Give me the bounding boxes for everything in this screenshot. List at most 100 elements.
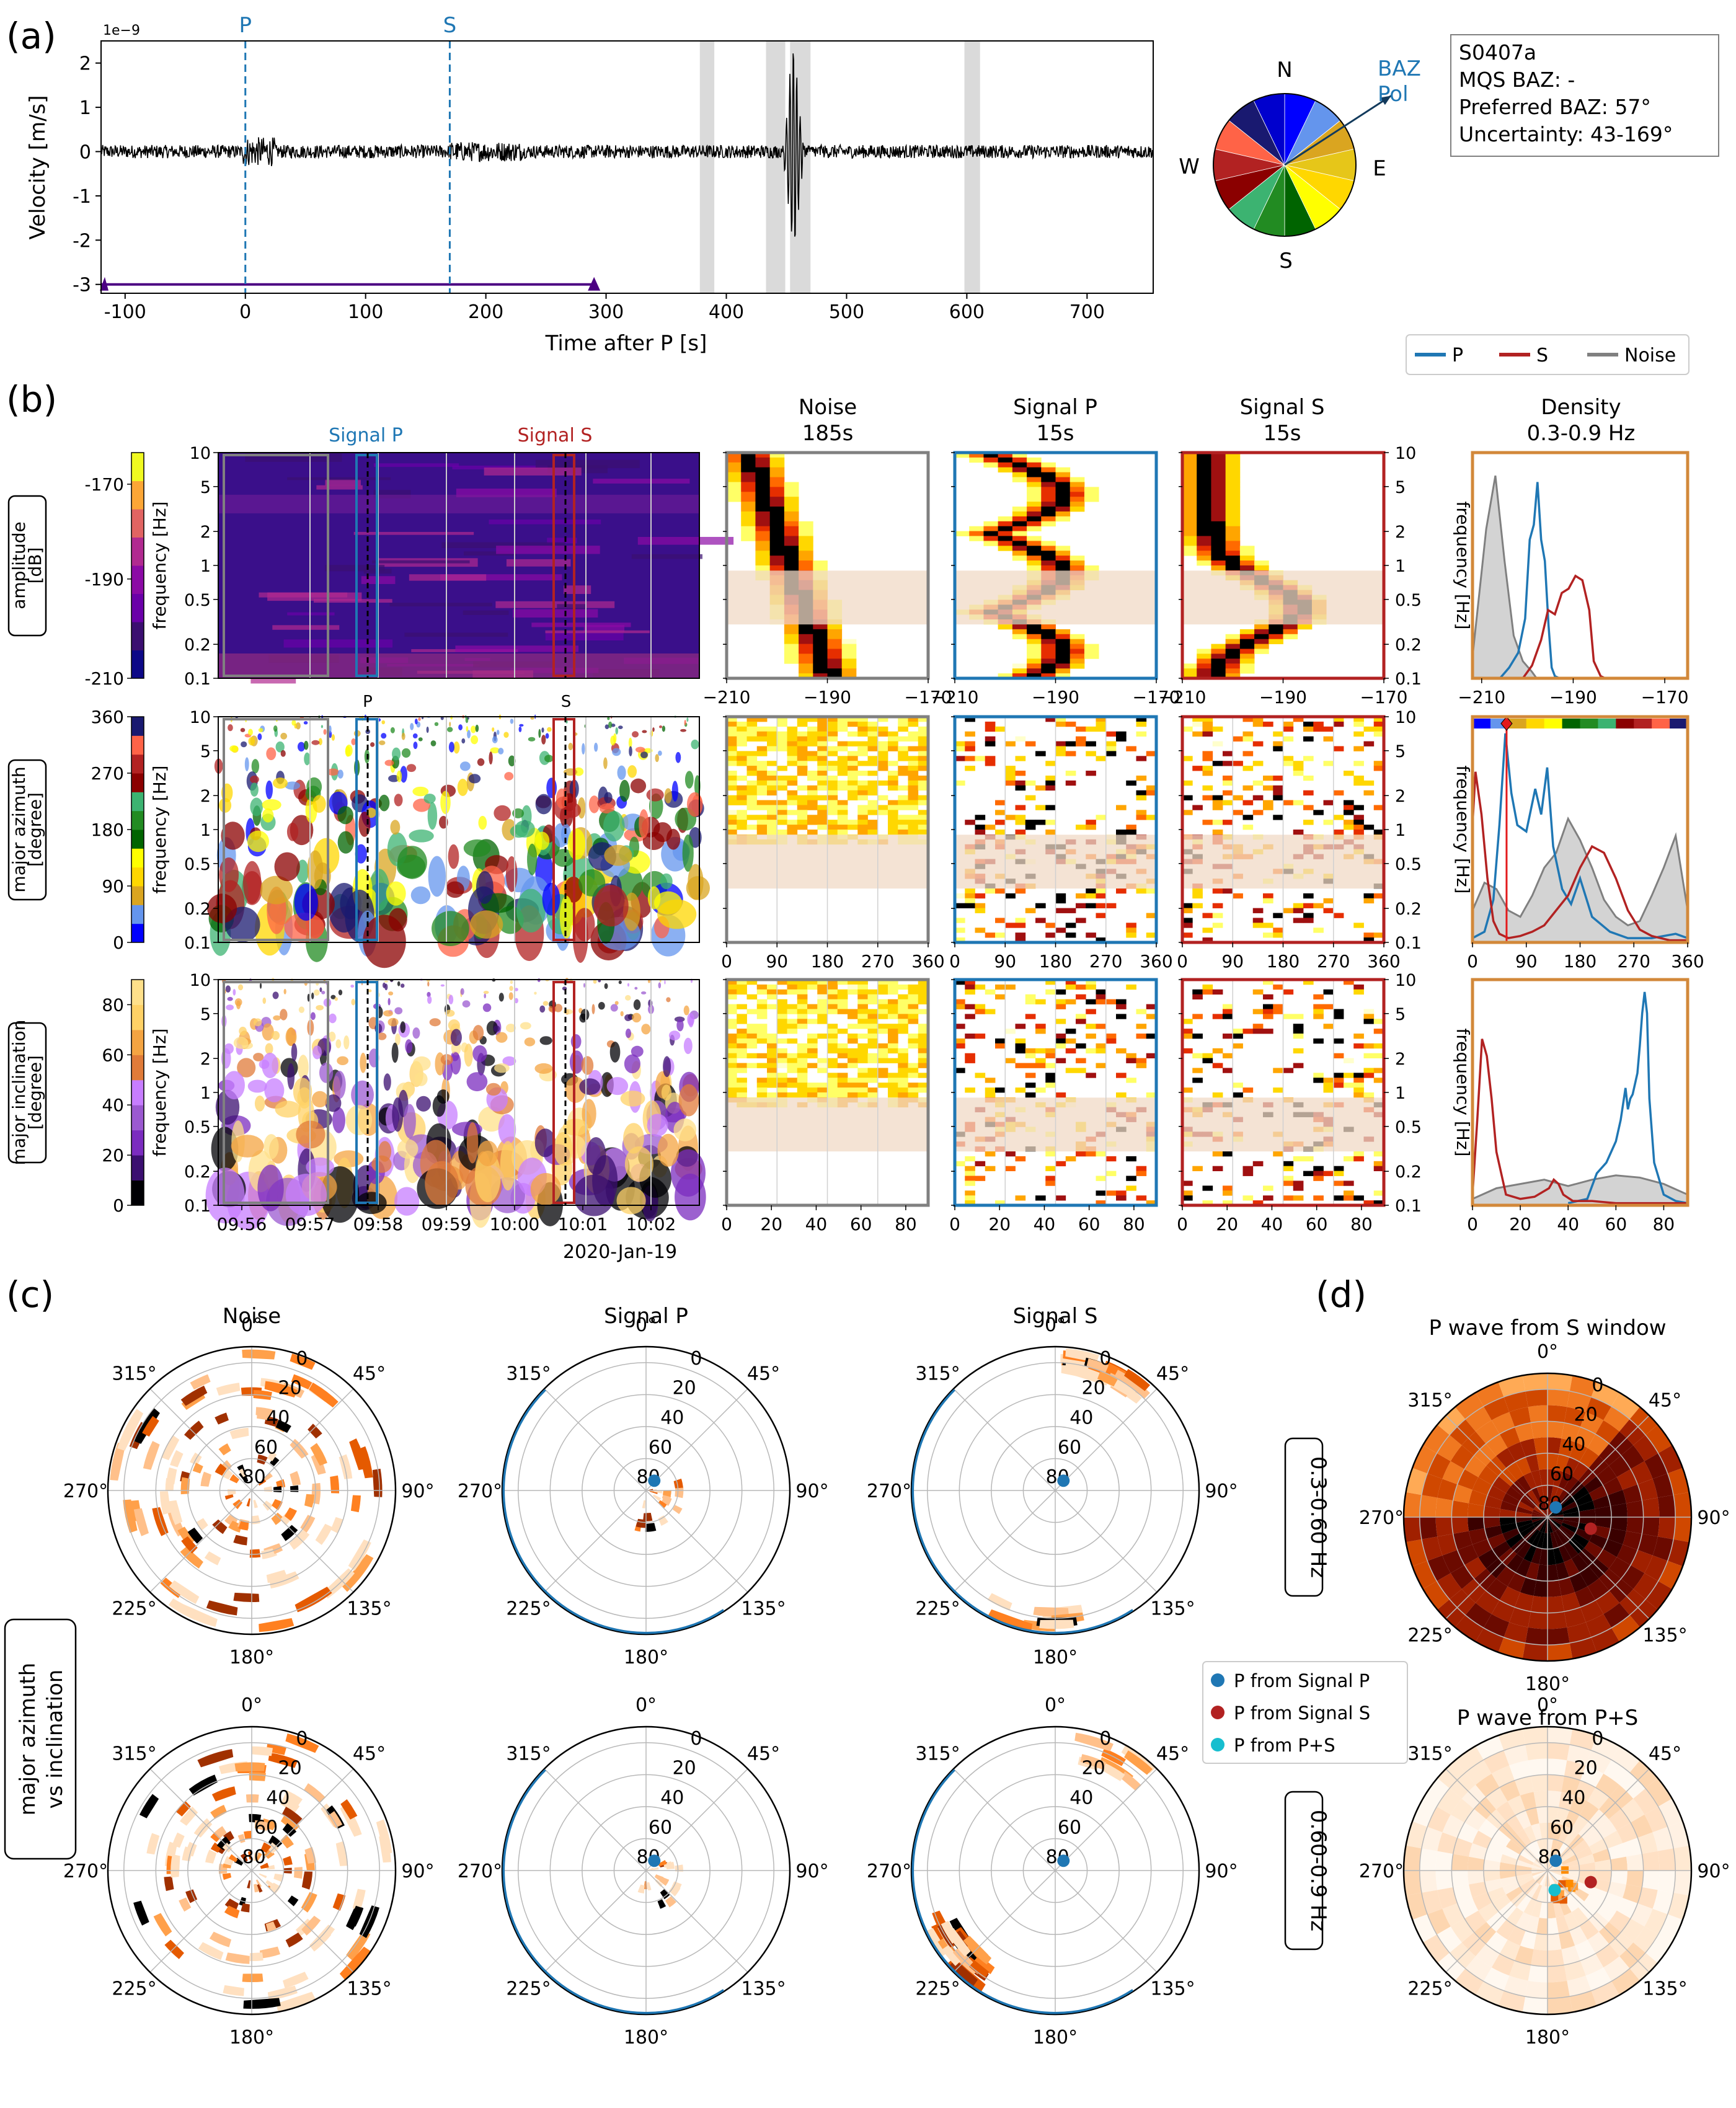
polar-cell — [287, 1895, 299, 1906]
histogram-cell — [1363, 1019, 1375, 1024]
histogram-cell — [1283, 1161, 1294, 1167]
histogram-cell — [888, 1038, 898, 1044]
histogram-cell — [1182, 502, 1197, 507]
histogram-cell — [877, 984, 888, 990]
polarization-blob — [219, 857, 239, 892]
histogram-cell — [985, 756, 996, 761]
polar-cell — [1567, 1622, 1592, 1644]
polar-angle-label: 180° — [1033, 2027, 1078, 2048]
polar-cell — [1571, 1907, 1589, 1926]
histogram-cell — [1035, 820, 1046, 825]
histogram-cell — [755, 492, 771, 497]
density-s — [1471, 771, 1688, 942]
histogram-cell — [877, 1083, 888, 1088]
histogram-cell — [1202, 771, 1213, 776]
histogram-cell — [1323, 1171, 1334, 1176]
histogram-cell — [799, 526, 813, 532]
histogram-cell — [1086, 999, 1096, 1004]
polar-cell — [1588, 1485, 1608, 1501]
polar-cell — [1645, 1424, 1672, 1453]
histogram-cell — [1353, 780, 1364, 786]
colorbar-band — [131, 1130, 144, 1156]
histogram-cell — [817, 726, 828, 732]
histogram-cell — [755, 560, 771, 566]
histogram-cell — [837, 999, 848, 1004]
polar-radial-label: 20 — [1574, 1758, 1598, 1779]
histogram-cell — [918, 756, 929, 761]
polarization-blob — [314, 989, 320, 996]
histogram-cell — [1027, 624, 1042, 630]
polar-cell — [1579, 1862, 1596, 1871]
polar-spoke — [251, 1388, 354, 1491]
polarization-blob — [604, 983, 608, 990]
histogram-cell — [1254, 565, 1269, 571]
polar-cell — [1548, 1437, 1562, 1455]
histogram-cell — [787, 731, 798, 737]
histogram-cell — [837, 741, 848, 746]
histogram-cell — [837, 756, 848, 761]
polar-cell — [1616, 1898, 1638, 1919]
histogram-cell — [1273, 790, 1283, 796]
histogram-cell — [1126, 1156, 1136, 1162]
row-label-box — [7, 759, 47, 901]
polarization-blob — [241, 741, 247, 748]
histogram-cell — [1012, 507, 1027, 512]
polarization-blob — [351, 998, 356, 1006]
histogram-cell — [965, 1156, 975, 1162]
polarization-blob — [242, 861, 262, 905]
polar-angle-label: 90° — [795, 1861, 828, 1882]
histogram-cell — [1233, 810, 1243, 815]
histogram-cell — [1313, 1176, 1324, 1181]
polarization-blob — [524, 1037, 536, 1047]
polarization-blob — [449, 722, 451, 727]
polar-cell — [1472, 1830, 1492, 1849]
polarization-blob — [307, 850, 324, 890]
polar-cell — [182, 1846, 193, 1862]
polarization-blob — [285, 781, 301, 790]
histogram-cell — [1070, 487, 1085, 492]
polarization-blob — [250, 775, 259, 784]
freq-tick-label: 5 — [200, 1005, 211, 1024]
histogram-cell — [797, 1092, 808, 1098]
histogram-cell — [841, 653, 857, 659]
histogram-cell — [955, 903, 965, 909]
histogram-cell — [1015, 1087, 1026, 1093]
histogram-cell — [1126, 1058, 1136, 1063]
histogram-cell — [1146, 1004, 1157, 1009]
histogram-cell — [807, 726, 818, 732]
histogram-cell — [756, 766, 768, 771]
histogram-cell — [1025, 741, 1036, 746]
polar-cell — [1610, 1856, 1628, 1871]
histogram-cell — [1070, 482, 1085, 487]
freq-tick-label: 5 — [200, 478, 211, 497]
polar-cell — [1515, 1592, 1534, 1612]
polar-cell — [1531, 1774, 1548, 1792]
spectrogram-blob — [409, 574, 487, 581]
histogram-cell — [1212, 1166, 1223, 1172]
histogram-cell — [777, 830, 787, 835]
histogram-cell — [1041, 472, 1056, 477]
histogram-cell — [1242, 785, 1254, 791]
histogram-cell — [767, 830, 777, 835]
histogram-cell — [1202, 1053, 1213, 1059]
polar-cell — [1562, 1520, 1579, 1528]
polar-cell — [1548, 1871, 1564, 1874]
polar-cell — [1509, 1407, 1531, 1427]
freq-tick-label: 0.2 — [184, 900, 211, 919]
polar-cell — [1517, 1541, 1532, 1559]
histogram-cell — [755, 453, 771, 458]
histogram-cell — [918, 1029, 929, 1034]
histogram-cell — [1084, 497, 1099, 502]
right-freq-tick-label: 0.1 — [1395, 934, 1422, 953]
histogram-cell — [741, 487, 756, 492]
polar-spoke — [544, 1870, 647, 1973]
spectrogram-blob — [455, 645, 579, 652]
polarization-blob — [338, 990, 343, 996]
polar-cell — [291, 1374, 312, 1390]
polar-cell — [1667, 1892, 1690, 1920]
histogram-cell — [777, 741, 787, 746]
histogram-cell — [918, 1048, 929, 1054]
polarization-blob — [635, 746, 645, 753]
polarization-blob — [247, 1079, 267, 1093]
